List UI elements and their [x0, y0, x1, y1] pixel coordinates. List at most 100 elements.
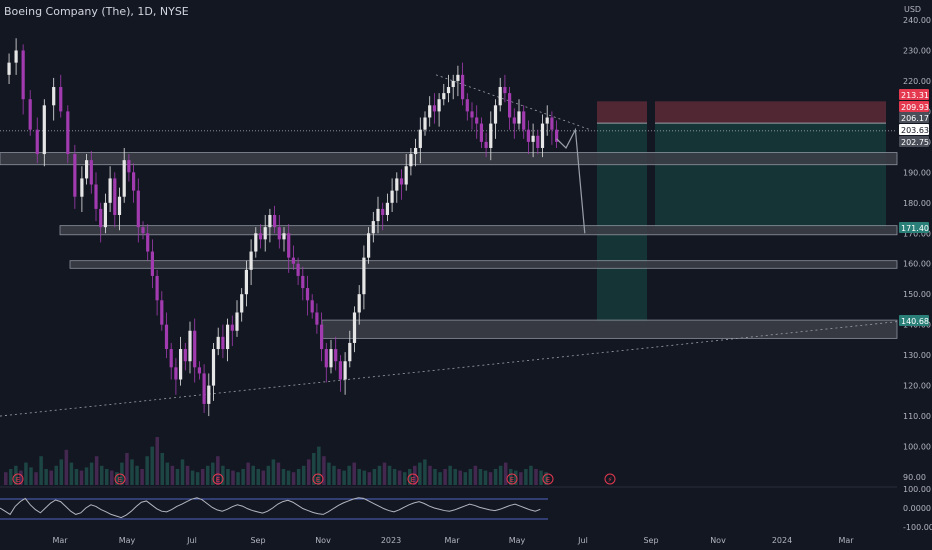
candle-body	[423, 117, 427, 130]
volume-bar	[180, 459, 185, 485]
volume-bar	[79, 470, 84, 485]
volume-bar	[322, 456, 326, 485]
stop-loss-zone	[597, 101, 647, 124]
earnings-marker-label: E	[16, 476, 20, 484]
volume-bar	[286, 470, 291, 485]
candle-body	[174, 367, 178, 380]
time-tick-label: Mar	[52, 536, 68, 545]
candle-body	[540, 123, 545, 148]
volume-bar	[327, 462, 331, 485]
candle-body	[179, 349, 183, 380]
volume-bar	[241, 469, 245, 485]
price-badge	[899, 315, 929, 326]
earnings-marker-label: E	[411, 476, 415, 484]
earnings-marker	[212, 473, 224, 485]
volume-bar	[534, 469, 538, 485]
candle-body	[437, 99, 441, 112]
candle-body	[188, 330, 192, 362]
price-badge-label: 202.75	[901, 138, 929, 147]
candle-body	[357, 294, 361, 313]
volume-bar	[226, 469, 230, 485]
candle-body	[14, 50, 18, 63]
volume-bar	[458, 470, 462, 485]
volume-bar	[105, 469, 109, 485]
volume-bar	[519, 472, 523, 485]
volume-bar	[4, 472, 8, 485]
volume-bar	[357, 469, 361, 485]
candle-body	[226, 324, 230, 350]
price-tick-label: 180.00	[903, 199, 931, 208]
price-badge-label: 171.40	[901, 224, 929, 233]
candle-body	[315, 312, 319, 325]
candle-body	[305, 288, 310, 301]
volume-bar	[347, 465, 351, 485]
candle-body	[381, 208, 385, 215]
candle-body	[263, 227, 267, 240]
volume-bar	[503, 462, 508, 485]
volume-bar	[514, 470, 518, 485]
earnings-marker-label: E	[510, 476, 514, 484]
candle-body	[7, 62, 11, 75]
candle-body	[73, 154, 77, 197]
candle-body	[296, 263, 300, 276]
candle-body	[451, 80, 455, 88]
volume-bar	[367, 472, 372, 485]
volume-bar	[473, 465, 478, 485]
candle-body	[456, 74, 460, 81]
volume-bar	[301, 465, 306, 485]
rising-trendline	[0, 321, 898, 417]
earnings-marker-label: ⚡	[608, 476, 613, 484]
candle-body	[479, 123, 483, 142]
candle-body	[103, 202, 107, 228]
candle-body	[28, 99, 32, 130]
volume-bar	[64, 449, 69, 485]
earnings-marker-label: E	[546, 476, 550, 484]
time-tick-label: Nov	[315, 536, 331, 545]
volume-bar	[54, 465, 58, 485]
price-tick-label: 150.00	[903, 290, 931, 299]
volume-bar	[509, 469, 513, 485]
earnings-marker-label: E	[216, 476, 220, 484]
volume-bar	[291, 472, 296, 485]
candle-body	[52, 87, 56, 106]
candle-body	[193, 330, 197, 368]
candle-body	[503, 87, 507, 94]
price-badge-label: 140.68	[901, 317, 929, 326]
volume-bar	[120, 462, 124, 485]
candle-body	[254, 233, 258, 252]
volume-bar	[155, 437, 159, 485]
volume-bar	[544, 472, 548, 485]
volume-bar	[448, 465, 452, 485]
volume-bar	[402, 472, 407, 485]
price-tick-label: 130.00	[903, 351, 931, 360]
volume-bar	[195, 472, 200, 485]
candle-body	[550, 117, 554, 130]
volume-bar	[317, 446, 321, 485]
candle-body	[122, 160, 126, 197]
candle-body	[240, 294, 244, 313]
volume-bar	[524, 469, 528, 485]
volume-bar	[362, 470, 367, 485]
candle-body	[99, 208, 103, 228]
volume-bar	[216, 456, 220, 485]
volume-bar	[468, 469, 473, 485]
candle-body	[113, 178, 117, 215]
volume-bar	[9, 469, 13, 485]
price-badge	[899, 124, 929, 135]
time-tick-label: Nov	[710, 536, 726, 545]
candle-body	[235, 312, 239, 331]
candle-body	[414, 147, 418, 155]
price-tick-label: 160.00	[903, 260, 931, 269]
candle-body	[301, 275, 305, 289]
stop-loss-zone	[655, 101, 886, 124]
oscillator-tick-label: 0.0000	[903, 504, 931, 513]
time-tick-label: Mar	[838, 536, 854, 545]
volume-bar	[59, 459, 64, 485]
volume-bar	[266, 465, 271, 485]
candle-body	[334, 349, 338, 362]
candle-body	[211, 349, 216, 386]
volume-bar	[29, 467, 33, 485]
candle-body	[277, 227, 281, 240]
candle-body	[141, 227, 145, 234]
